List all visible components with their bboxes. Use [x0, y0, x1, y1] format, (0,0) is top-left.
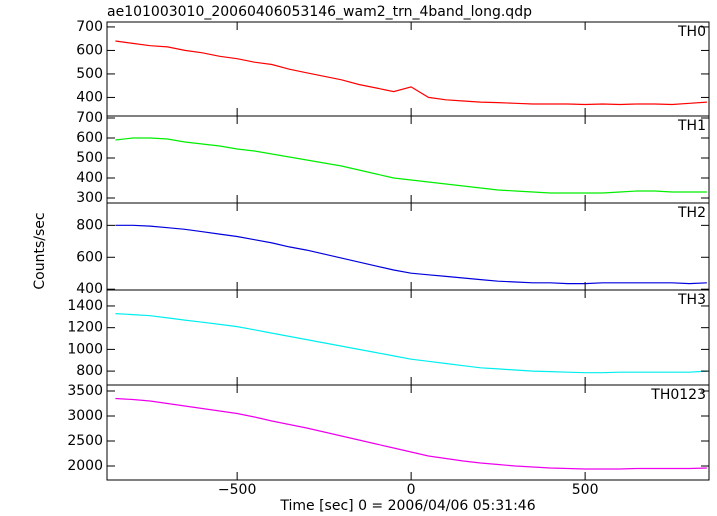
- x-tick-label: 0: [407, 482, 416, 498]
- y-tick-label: 800: [76, 363, 103, 379]
- panel-frame: [106, 289, 710, 386]
- series-line: [115, 224, 707, 285]
- series-line: [115, 313, 707, 374]
- y-tick-label: 600: [76, 249, 103, 265]
- y-tick-label: 2500: [67, 433, 103, 449]
- y-tick-label: 600: [76, 130, 103, 146]
- y-tick-label: 800: [76, 217, 103, 233]
- y-tick-label: 500: [76, 150, 103, 166]
- chart-title: ae101003010_20060406053146_wam2_trn_4ban…: [107, 4, 532, 20]
- y-tick-label: 1000: [67, 341, 103, 357]
- y-tick-label: 3000: [67, 408, 103, 424]
- x-axis-label: Time [sec] 0 = 2006/04/06 05:31:46: [279, 498, 535, 514]
- y-tick-label: 500: [76, 66, 103, 82]
- y-tick-label: 400: [76, 89, 103, 105]
- panel-label: TH1: [677, 118, 706, 134]
- panel-frame: [106, 115, 710, 204]
- panel-frame: [106, 21, 710, 117]
- panel-label: TH3: [677, 292, 706, 308]
- y-axis-label: Counts/sec: [32, 212, 48, 289]
- y-tick-label: 400: [76, 170, 103, 186]
- y-tick-label: 300: [76, 190, 103, 206]
- x-tick-label: −500: [218, 482, 256, 498]
- y-tick-label: 700: [76, 110, 103, 126]
- panel-label: TH2: [677, 205, 706, 221]
- series-line: [115, 40, 707, 106]
- y-tick-label: 400: [76, 281, 103, 297]
- y-tick-label: 2000: [67, 458, 103, 474]
- y-tick-label: 700: [76, 19, 103, 35]
- y-tick-label: 1200: [67, 320, 103, 336]
- panel-label: TH0: [677, 24, 706, 40]
- series-line: [115, 397, 707, 470]
- panel-frame: [106, 202, 710, 291]
- y-tick-label: 600: [76, 42, 103, 58]
- x-tick-label: 500: [572, 482, 599, 498]
- y-tick-label: 3500: [67, 383, 103, 399]
- y-tick-label: 1400: [67, 298, 103, 314]
- panel-frame: [106, 384, 710, 481]
- series-line: [115, 137, 707, 194]
- panel-label: TH0123: [650, 387, 706, 403]
